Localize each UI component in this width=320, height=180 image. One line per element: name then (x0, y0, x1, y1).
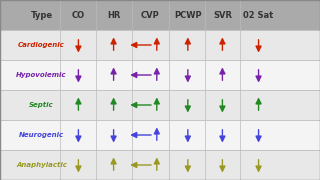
Bar (0, 150, 320, 180)
Bar (0, 60, 320, 90)
Text: PCWP: PCWP (174, 10, 202, 19)
Text: CO: CO (72, 10, 85, 19)
Bar (0, 0, 320, 30)
Text: 02 Sat: 02 Sat (244, 10, 274, 19)
Text: Hypovolemic: Hypovolemic (16, 72, 67, 78)
Text: Cardiogenic: Cardiogenic (18, 42, 65, 48)
Text: CVP: CVP (140, 10, 159, 19)
Text: SVR: SVR (213, 10, 232, 19)
Bar (0, 30, 320, 60)
Text: Type: Type (30, 10, 53, 19)
Bar (0, 120, 320, 150)
Bar (0, 90, 320, 120)
Text: HR: HR (107, 10, 120, 19)
Text: Neurogenic: Neurogenic (19, 132, 64, 138)
Text: Septic: Septic (29, 102, 54, 108)
Text: Anaphylactic: Anaphylactic (16, 162, 67, 168)
